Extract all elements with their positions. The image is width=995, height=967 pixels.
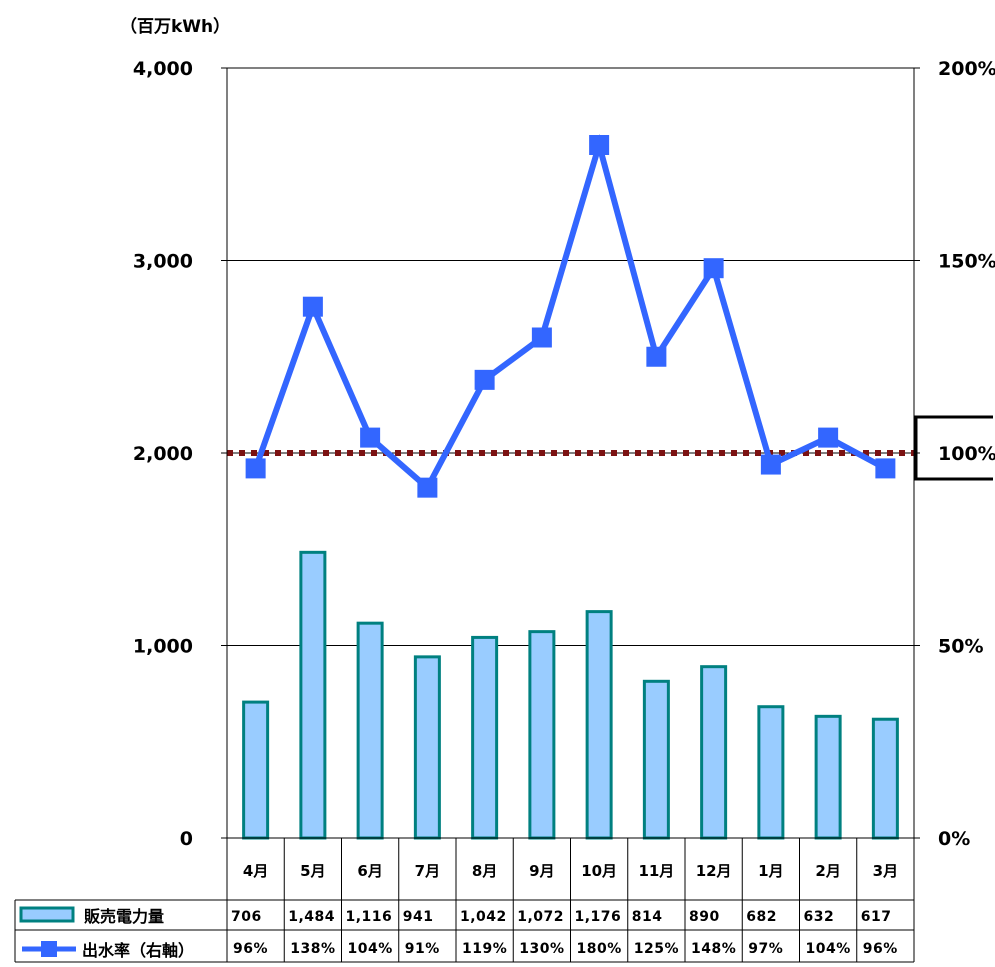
bar-series [242, 550, 899, 840]
legend-bar-swatch [19, 906, 75, 923]
bar [871, 717, 899, 840]
line-value-label: 96% [233, 941, 268, 957]
category-label: 2月 [815, 862, 840, 880]
category-label: 8月 [472, 862, 497, 880]
legend-line-label: 出水率（右軸） [82, 941, 194, 960]
line-point [531, 327, 552, 348]
line-point [245, 458, 266, 479]
bar-value-label: 632 [804, 909, 835, 925]
bar [642, 679, 670, 840]
category-label: 9月 [529, 862, 554, 880]
line-point [703, 258, 724, 279]
line-value-label: 148% [691, 941, 736, 957]
line-value-label: 104% [348, 941, 393, 957]
line-point [302, 296, 323, 317]
y-unit-label: （百万kWh） [120, 16, 230, 37]
bar-value-label: 1,484 [288, 909, 335, 925]
left-tick-label: 4,000 [133, 58, 193, 80]
bar-value-label: 941 [403, 909, 434, 925]
category-label: 11月 [638, 862, 674, 880]
line-value-label: 138% [290, 941, 335, 957]
data-table: 4月 706 96% 5月 1,484 138% 6月 1,116 104% 7月 941 91% 8月… [14, 837, 915, 963]
bar-value-label: 890 [689, 909, 720, 925]
bar-value-label: 1,116 [346, 909, 393, 925]
line-value-label: 91% [405, 941, 440, 957]
left-tick-label: 1,000 [133, 636, 193, 658]
bar-value-label: 1,072 [517, 909, 564, 925]
bar [299, 550, 327, 840]
category-label: 3月 [873, 862, 898, 880]
legend-bar-label: 販売電力量 [84, 907, 164, 926]
line-value-label: 97% [748, 941, 783, 957]
left-tick-label: 0 [180, 828, 193, 850]
category-label: 5月 [300, 862, 325, 880]
gridlines [227, 67, 914, 839]
left-axis-ticks: 0 1,000 2,000 3,000 4,000 [133, 58, 227, 850]
bar [585, 610, 613, 840]
category-label: 10月 [581, 862, 617, 880]
category-label: 6月 [357, 862, 382, 880]
category-label: 1月 [758, 862, 783, 880]
bar-value-label: 706 [231, 909, 262, 925]
line-value-label: 104% [806, 941, 851, 957]
right-tick-label: 100% [938, 443, 995, 465]
bar [356, 621, 384, 840]
line-point [875, 458, 896, 479]
right-tick-label: 200% [938, 58, 995, 80]
legend-line-marker [41, 941, 57, 957]
left-tick-label: 2,000 [133, 443, 193, 465]
line-path [252, 134, 887, 493]
line-point [818, 427, 839, 448]
bar [413, 655, 441, 840]
line-point [417, 477, 438, 498]
line-point [760, 454, 781, 475]
right-axis-ticks: 0% 50% 100% 150% 200% [914, 58, 995, 850]
bar-value-label: 1,042 [460, 909, 507, 925]
line-point [589, 135, 610, 155]
bar [242, 700, 270, 840]
category-label: 7月 [415, 862, 440, 880]
line-value-label: 96% [863, 941, 898, 957]
right-tick-label: 150% [938, 251, 995, 273]
bar-value-label: 814 [632, 909, 663, 925]
right-tick-label: 0% [938, 828, 970, 850]
bar [757, 705, 785, 840]
bar-value-label: 617 [861, 909, 892, 925]
highlight-box [914, 415, 993, 481]
line-point [474, 369, 495, 390]
category-label: 12月 [696, 862, 732, 880]
right-tick-label: 50% [938, 636, 983, 658]
left-tick-label: 3,000 [133, 251, 193, 273]
bar-value-label: 1,176 [575, 909, 622, 925]
line-point [646, 346, 667, 367]
line-value-label: 130% [519, 941, 564, 957]
line-value-label: 180% [577, 941, 622, 957]
bar [700, 665, 728, 840]
bar [471, 635, 499, 840]
bar [528, 630, 556, 840]
line-series [245, 134, 896, 498]
line-point [360, 427, 381, 448]
line-value-label: 119% [462, 941, 507, 957]
line-value-label: 125% [634, 941, 679, 957]
bar [814, 714, 842, 840]
bar-value-label: 682 [746, 909, 777, 925]
category-label: 4月 [243, 862, 268, 880]
